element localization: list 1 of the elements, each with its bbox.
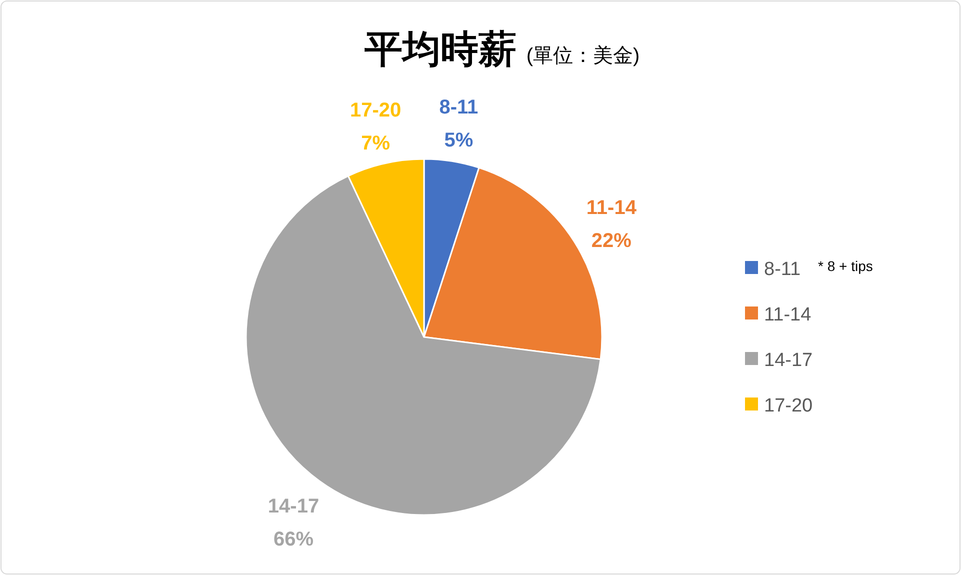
title: 平均時薪 (單位：美金) (364, 29, 640, 71)
